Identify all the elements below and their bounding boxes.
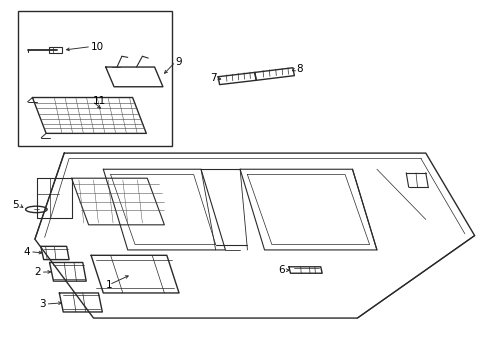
Text: 11: 11 — [93, 96, 106, 106]
Text: 5: 5 — [13, 200, 19, 210]
Text: 7: 7 — [210, 73, 217, 83]
Text: 1: 1 — [106, 280, 113, 290]
Bar — [18, 12, 172, 146]
Text: 2: 2 — [34, 267, 41, 277]
Text: 4: 4 — [24, 247, 30, 257]
Bar — [49, 46, 62, 53]
Text: 9: 9 — [175, 57, 182, 67]
Text: 6: 6 — [278, 265, 285, 275]
Text: 3: 3 — [39, 299, 46, 309]
Text: 10: 10 — [91, 42, 104, 51]
Text: 8: 8 — [296, 64, 303, 74]
